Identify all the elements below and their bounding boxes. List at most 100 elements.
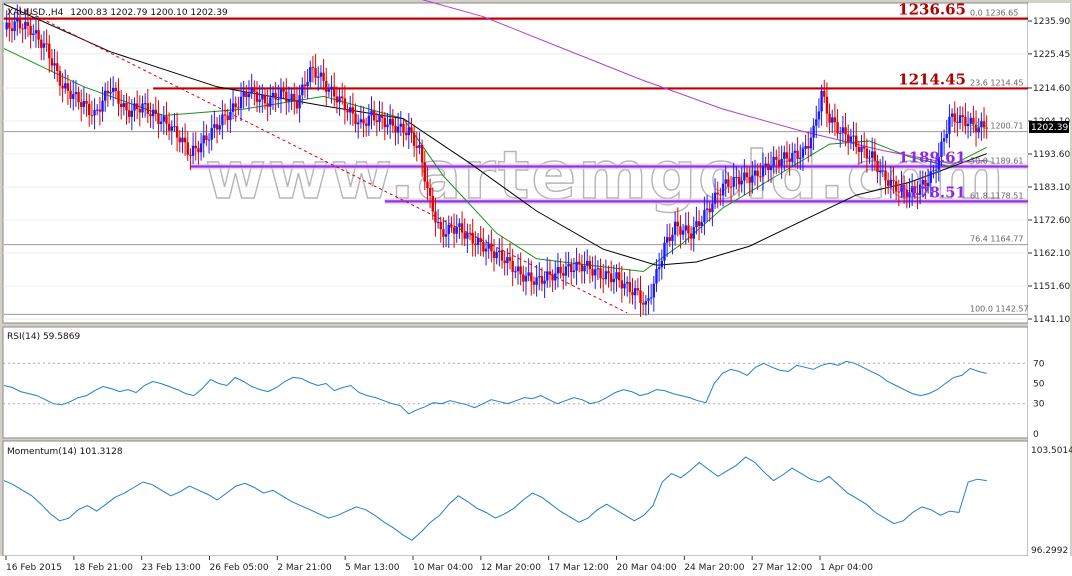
candle-body[interactable] bbox=[639, 290, 642, 304]
candle-body[interactable] bbox=[335, 96, 339, 103]
candle-body[interactable] bbox=[484, 248, 488, 252]
candle-body[interactable] bbox=[932, 170, 935, 172]
candle-body[interactable] bbox=[141, 103, 144, 113]
candle-body[interactable] bbox=[655, 269, 658, 284]
candle-body[interactable] bbox=[58, 71, 62, 86]
candle-body[interactable] bbox=[945, 133, 948, 139]
candle-body[interactable] bbox=[85, 101, 88, 104]
candle-body[interactable] bbox=[93, 110, 96, 116]
candle-body[interactable] bbox=[82, 101, 86, 107]
candle-body[interactable] bbox=[460, 223, 464, 233]
candle-body[interactable] bbox=[452, 227, 456, 234]
candle-body[interactable] bbox=[325, 80, 328, 92]
candle-body[interactable] bbox=[18, 18, 22, 29]
candle-body[interactable] bbox=[492, 251, 496, 259]
candle-body[interactable] bbox=[588, 261, 592, 270]
candle-body[interactable] bbox=[575, 261, 578, 271]
candle-body[interactable] bbox=[351, 107, 355, 114]
candle-body[interactable] bbox=[466, 232, 469, 239]
candle-body[interactable] bbox=[298, 95, 301, 109]
candle-body[interactable] bbox=[937, 156, 940, 170]
candle-body[interactable] bbox=[625, 282, 629, 284]
candle-body[interactable] bbox=[735, 177, 738, 179]
candle-body[interactable] bbox=[673, 221, 677, 235]
candle-body[interactable] bbox=[847, 134, 850, 142]
candle-body[interactable] bbox=[966, 123, 970, 127]
candle-body[interactable] bbox=[253, 87, 256, 92]
candle-body[interactable] bbox=[207, 139, 211, 141]
candle-body[interactable] bbox=[66, 83, 70, 91]
candle-body[interactable] bbox=[314, 68, 317, 78]
candle-body[interactable] bbox=[218, 125, 221, 130]
candle-body[interactable] bbox=[69, 90, 72, 99]
candle-body[interactable] bbox=[309, 67, 312, 83]
candle-body[interactable] bbox=[908, 192, 911, 198]
candle-body[interactable] bbox=[719, 194, 722, 196]
candle-body[interactable] bbox=[852, 135, 855, 137]
candle-body[interactable] bbox=[897, 191, 901, 193]
candle-body[interactable] bbox=[341, 96, 344, 99]
candle-body[interactable] bbox=[143, 103, 147, 105]
candle-body[interactable] bbox=[317, 76, 320, 78]
candle-body[interactable] bbox=[570, 263, 573, 273]
candle-body[interactable] bbox=[463, 232, 466, 239]
candle-body[interactable] bbox=[844, 127, 847, 135]
candle-body[interactable] bbox=[873, 151, 877, 161]
candle-body[interactable] bbox=[815, 119, 818, 126]
candle-body[interactable] bbox=[287, 99, 291, 102]
candle-body[interactable] bbox=[641, 303, 645, 305]
candle-body[interactable] bbox=[343, 98, 347, 111]
candle-body[interactable] bbox=[146, 103, 150, 114]
candle-body[interactable] bbox=[615, 272, 618, 279]
candle-body[interactable] bbox=[16, 18, 19, 22]
candle-body[interactable] bbox=[956, 121, 959, 124]
candle-body[interactable] bbox=[980, 121, 983, 128]
candle-body[interactable] bbox=[524, 275, 528, 282]
candle-body[interactable] bbox=[471, 232, 474, 244]
candle-body[interactable] bbox=[277, 99, 280, 101]
candle-body[interactable] bbox=[205, 135, 208, 140]
candle-body[interactable] bbox=[716, 192, 719, 195]
candle-body[interactable] bbox=[303, 84, 307, 87]
candle-body[interactable] bbox=[383, 117, 387, 128]
candle-body[interactable] bbox=[370, 110, 373, 116]
trend-line[interactable] bbox=[25, 9, 628, 314]
candle-body[interactable] bbox=[162, 116, 165, 122]
candle-body[interactable] bbox=[860, 146, 863, 152]
candle-body[interactable] bbox=[434, 211, 437, 223]
candle-body[interactable] bbox=[127, 110, 131, 117]
candle-body[interactable] bbox=[657, 267, 661, 270]
candle-body[interactable] bbox=[833, 117, 837, 123]
candle-body[interactable] bbox=[159, 121, 163, 125]
candle-body[interactable] bbox=[644, 301, 648, 305]
candle-body[interactable] bbox=[623, 283, 626, 289]
candle-body[interactable] bbox=[884, 170, 887, 181]
candle-body[interactable] bbox=[745, 172, 749, 178]
candle-body[interactable] bbox=[8, 22, 11, 29]
candle-body[interactable] bbox=[740, 180, 743, 185]
candle-body[interactable] bbox=[407, 127, 410, 136]
candle-body[interactable] bbox=[111, 87, 115, 92]
candle-body[interactable] bbox=[982, 121, 986, 128]
candle-body[interactable] bbox=[809, 137, 813, 149]
candle-body[interactable] bbox=[130, 110, 134, 117]
candle-body[interactable] bbox=[985, 127, 988, 129]
candle-body[interactable] bbox=[420, 144, 424, 163]
candle-body[interactable] bbox=[215, 124, 219, 130]
candle-body[interactable] bbox=[556, 266, 560, 274]
candle-body[interactable] bbox=[367, 115, 371, 126]
candle-body[interactable] bbox=[804, 145, 807, 149]
momentum-panel[interactable] bbox=[2, 440, 1029, 557]
candle-body[interactable] bbox=[458, 223, 461, 228]
candle-body[interactable] bbox=[53, 63, 56, 66]
candle-body[interactable] bbox=[567, 263, 570, 267]
candle-body[interactable] bbox=[290, 93, 293, 100]
candle-body[interactable] bbox=[258, 99, 261, 102]
candle-body[interactable] bbox=[958, 115, 962, 124]
candle-body[interactable] bbox=[974, 124, 978, 133]
candle-body[interactable] bbox=[652, 283, 656, 298]
candle-body[interactable] bbox=[796, 150, 799, 159]
candle-body[interactable] bbox=[74, 92, 78, 95]
candle-body[interactable] bbox=[591, 269, 594, 276]
